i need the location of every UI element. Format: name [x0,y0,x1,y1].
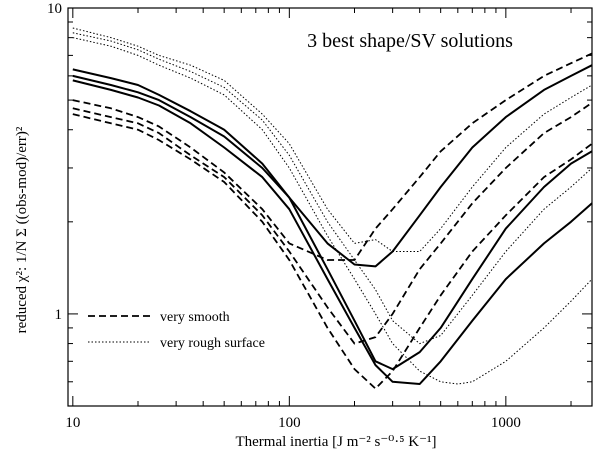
y-axis-label: reduced χ²: 1/N Σ ((obs-mod)/err)² [14,126,30,333]
series-line-solid-3 [72,79,593,385]
series-line-solid-1 [72,64,593,268]
y-tick-label: 1 [55,307,63,323]
series-line-dashed-6 [72,113,593,390]
series-line-solid-2 [72,74,593,371]
plot-frame [67,7,593,407]
x-tick-label: 100 [278,415,301,431]
x-tick-label: 10 [65,415,80,431]
y-tick-labels: 1 10 [47,1,62,323]
axis-ticks [68,7,592,407]
y-tick-label: 10 [47,1,62,17]
series-line-dashed-4 [72,52,593,261]
x-axis-label: Thermal inertia [J m⁻² s⁻⁰·⁵ K⁻¹] [235,434,436,450]
legend-label-very-smooth: very smooth [160,310,230,325]
series-line-dashed-5 [72,102,593,345]
series-layer [72,27,593,390]
chart-title: 3 best shape/SV solutions [307,30,513,52]
series-line-dotted-7 [72,27,593,252]
series-line-dotted-9 [72,37,593,385]
x-tick-labels: 10 100 1000 [65,415,521,431]
legend-label-very-rough: very rough surface [160,336,265,351]
legend: very smooth very rough surface [88,310,265,351]
x-tick-label: 1000 [491,415,521,431]
series-line-dotted-8 [72,32,593,345]
